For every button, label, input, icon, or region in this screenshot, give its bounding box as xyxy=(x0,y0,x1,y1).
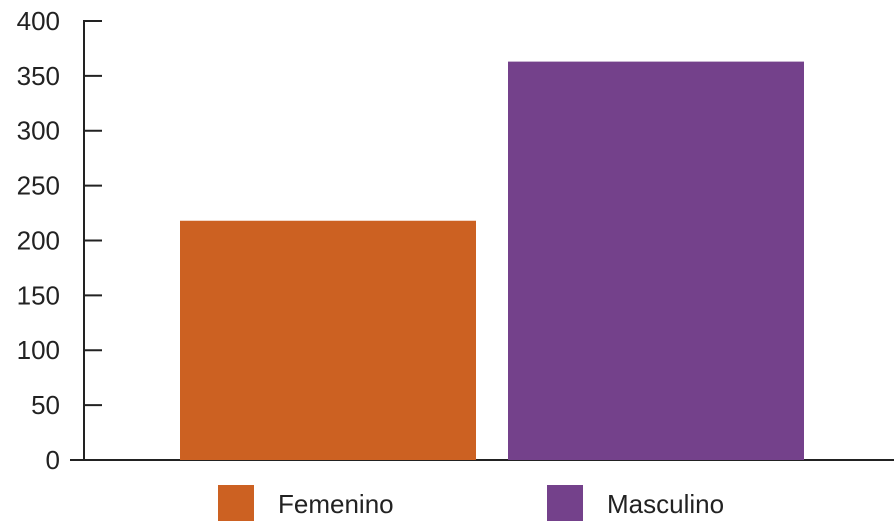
legend-label: Masculino xyxy=(607,489,724,519)
legend-swatch xyxy=(547,485,583,521)
y-tick-label: 300 xyxy=(17,116,60,146)
y-tick-label: 350 xyxy=(17,61,60,91)
bar xyxy=(508,61,804,461)
y-tick-label: 50 xyxy=(31,390,60,420)
y-tick-label: 250 xyxy=(17,171,60,201)
bar xyxy=(180,220,476,460)
legend-swatch xyxy=(218,485,254,521)
y-tick-label: 0 xyxy=(46,445,60,475)
y-tick-label: 150 xyxy=(17,280,60,310)
y-tick-label: 200 xyxy=(17,225,60,255)
y-tick-label: 400 xyxy=(17,6,60,36)
legend-label: Femenino xyxy=(278,489,394,519)
y-tick-label: 100 xyxy=(17,335,60,365)
